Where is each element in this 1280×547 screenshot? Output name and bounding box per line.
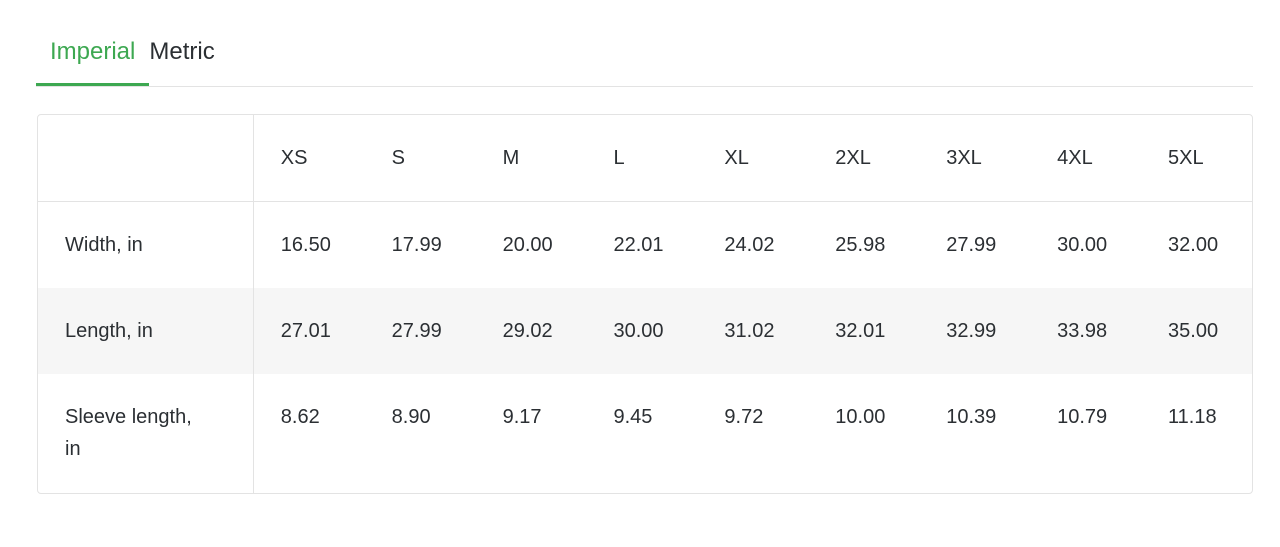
measurement-cell: 9.17 <box>502 406 542 428</box>
row-label: Sleeve length, in <box>38 374 254 493</box>
size-header-4xl: 4XL <box>1030 115 1142 202</box>
measurement-cell: 20.00 <box>502 234 553 256</box>
table-row: Sleeve length, in 8.62 8.90 9.17 9.45 9.72 10.… <box>38 374 1252 493</box>
size-header-xs: XS <box>253 115 365 202</box>
measurement-cell: 9.72 <box>724 406 764 428</box>
unit-tabs: Imperial Metric <box>36 30 1253 87</box>
size-header-s: S <box>364 115 476 202</box>
size-header-3xl: 3XL <box>919 115 1031 202</box>
measurement-cell: 27.01 <box>253 288 365 374</box>
measurement-cell: 33.98 <box>1030 288 1142 374</box>
tab-imperial[interactable]: Imperial <box>36 30 150 86</box>
table-row: Length, in 27.01 27.99 29.02 30.00 31.02 32.01… <box>38 288 1252 374</box>
measurement-cell: 10.79 <box>1057 406 1108 428</box>
size-header-2xl: 2XL <box>808 115 920 202</box>
measurement-cell: 30.00 <box>586 288 698 374</box>
measurement-cell: 32.01 <box>808 288 920 374</box>
row-label: Length, in <box>38 288 254 374</box>
measurement-cell: 11.18 <box>1168 406 1217 428</box>
measurement-cell: 9.45 <box>613 406 653 428</box>
size-chart-table: XS S M L XL 2XL 3XL 4XL 5XL Width, in 16.50 17.99 2… <box>37 114 1253 494</box>
measurement-cell: 8.90 <box>391 406 431 428</box>
measurement-cell: 32.99 <box>919 288 1031 374</box>
measurement-cell: 8.62 <box>280 406 320 428</box>
row-label: Width, in <box>38 202 254 288</box>
measurement-cell: 31.02 <box>697 288 809 374</box>
tab-metric[interactable]: Metric <box>149 38 215 65</box>
header-row: XS S M L XL 2XL 3XL 4XL 5XL <box>38 115 1252 202</box>
measurement-cell: 10.00 <box>835 406 886 428</box>
measurement-cell: 32.00 <box>1168 234 1219 256</box>
measurement-cell: 10.39 <box>946 406 997 428</box>
measurement-cell: 27.99 <box>364 288 476 374</box>
measurement-cell: 29.02 <box>475 288 587 374</box>
measurement-cell: 27.99 <box>946 234 997 256</box>
measurement-cell: 35.00 <box>1141 288 1252 374</box>
table-row: Width, in 16.50 17.99 20.00 22.01 24.02 25.98 2… <box>38 202 1252 288</box>
measurement-cell: 24.02 <box>724 234 775 256</box>
measurement-cell: 25.98 <box>835 234 886 256</box>
corner-cell <box>38 115 254 202</box>
measurement-cell: 17.99 <box>391 234 442 256</box>
measurement-cell: 30.00 <box>1057 234 1108 256</box>
measurement-cell: 16.50 <box>280 234 331 256</box>
measurement-cell: 22.01 <box>613 234 664 256</box>
size-header-l: L <box>586 115 698 202</box>
size-header-xl: XL <box>697 115 809 202</box>
size-header-5xl: 5XL <box>1141 115 1252 202</box>
size-header-m: M <box>475 115 587 202</box>
